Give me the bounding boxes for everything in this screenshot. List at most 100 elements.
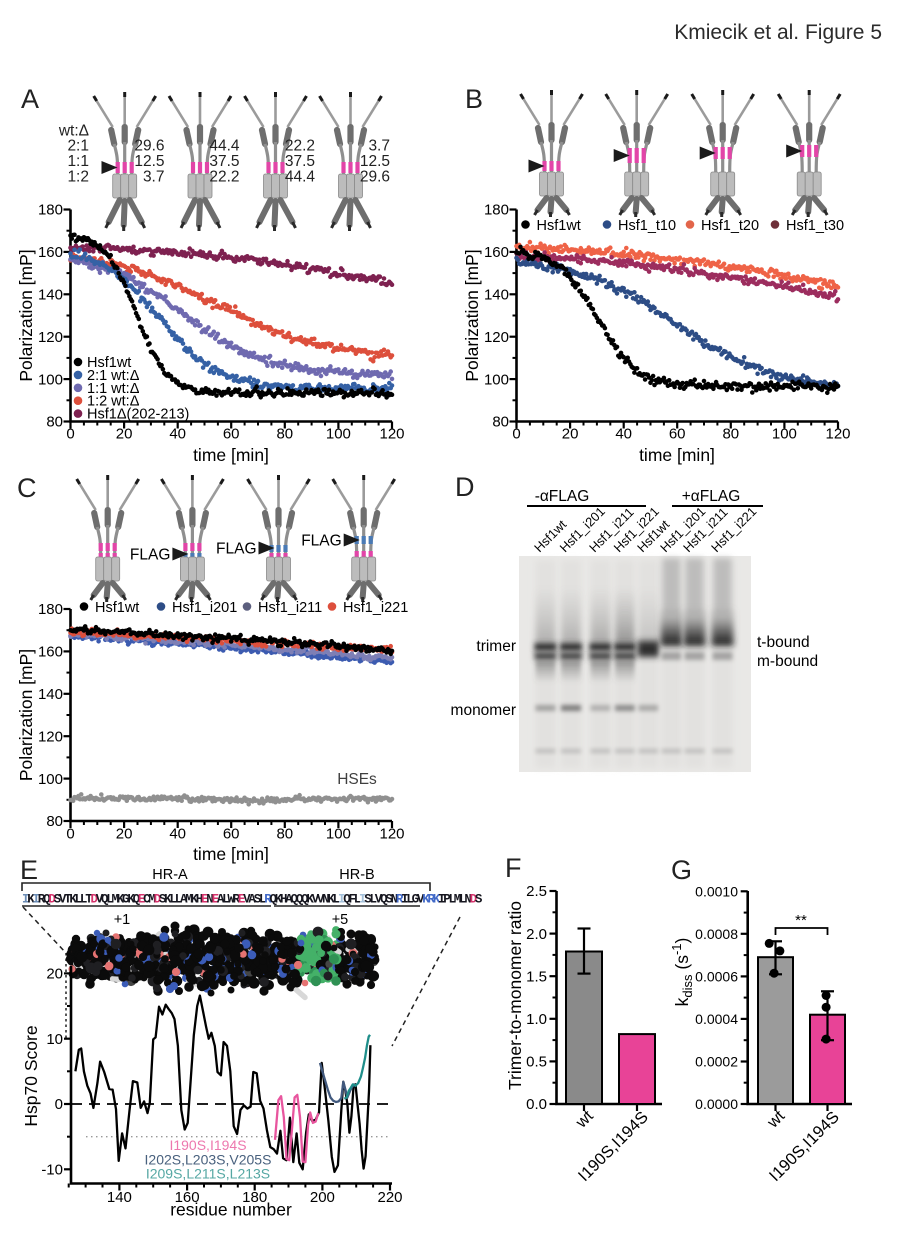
svg-text:60: 60 — [223, 426, 240, 443]
svg-text:3.7: 3.7 — [143, 169, 165, 186]
svg-text:trimer: trimer — [476, 638, 516, 655]
svg-text:140: 140 — [38, 287, 63, 304]
svg-text:A: A — [21, 84, 39, 114]
svg-text:140: 140 — [484, 287, 509, 304]
svg-text:140: 140 — [107, 1189, 132, 1206]
svg-text:29.6: 29.6 — [134, 138, 164, 155]
svg-text:1.5: 1.5 — [526, 968, 547, 985]
svg-text:0.5: 0.5 — [526, 1054, 547, 1071]
svg-text:HR-B: HR-B — [339, 867, 374, 883]
svg-text:I190S,I194S: I190S,I194S — [169, 1137, 246, 1153]
svg-text:20: 20 — [116, 426, 133, 443]
svg-text:140: 140 — [38, 686, 63, 703]
svg-text:Hsf1_t10: Hsf1_t10 — [618, 218, 676, 234]
svg-text:100: 100 — [772, 426, 797, 443]
svg-text:0: 0 — [512, 426, 520, 443]
svg-text:0.0010: 0.0010 — [695, 883, 738, 899]
svg-text:80: 80 — [722, 426, 739, 443]
svg-text:80: 80 — [492, 414, 509, 431]
svg-text:22.2: 22.2 — [285, 138, 315, 155]
svg-text:60: 60 — [669, 426, 686, 443]
svg-text:160: 160 — [175, 1189, 200, 1206]
svg-text:time [min]: time [min] — [193, 445, 269, 465]
svg-text:**: ** — [795, 912, 807, 929]
svg-text:40: 40 — [615, 426, 632, 443]
svg-text:40: 40 — [169, 826, 186, 843]
svg-text:Hsf1_i201: Hsf1_i201 — [172, 600, 237, 616]
svg-text:Trimer-to-monomer ratio: Trimer-to-monomer ratio — [505, 901, 525, 1090]
svg-text:40: 40 — [169, 426, 186, 443]
svg-text:-αFLAG: -αFLAG — [535, 488, 590, 505]
svg-text:C: C — [17, 473, 37, 503]
svg-text:E: E — [20, 855, 38, 885]
svg-text:29.6: 29.6 — [360, 169, 390, 186]
svg-text:120: 120 — [379, 826, 404, 843]
svg-text:100: 100 — [38, 771, 63, 788]
svg-text:160: 160 — [38, 244, 63, 261]
svg-text:60: 60 — [223, 826, 240, 843]
svg-text:0: 0 — [66, 426, 74, 443]
svg-text:22.2: 22.2 — [209, 169, 239, 186]
svg-text:20: 20 — [46, 966, 63, 983]
svg-text:2:1 wt:Δ: 2:1 wt:Δ — [87, 368, 140, 384]
svg-text:B: B — [465, 84, 483, 114]
svg-text:Hsf1_i211: Hsf1_i211 — [258, 600, 322, 616]
svg-text:Hsf1wt: Hsf1wt — [537, 218, 581, 234]
svg-text:12.5: 12.5 — [134, 153, 164, 170]
svg-text:Hsf1wt: Hsf1wt — [95, 600, 139, 616]
svg-text:44.4: 44.4 — [285, 169, 316, 186]
svg-text:180: 180 — [484, 202, 509, 219]
svg-text:80: 80 — [276, 826, 293, 843]
svg-text:HR-A: HR-A — [152, 867, 188, 883]
svg-text:Polarization [mP]: Polarization [mP] — [16, 649, 36, 781]
svg-text:D: D — [455, 472, 475, 502]
svg-text:Hsp70 Score: Hsp70 Score — [21, 1025, 41, 1126]
svg-text:10: 10 — [46, 1031, 63, 1048]
svg-text:180: 180 — [38, 601, 63, 618]
svg-text:160: 160 — [484, 244, 509, 261]
svg-text:1:2: 1:2 — [67, 169, 89, 186]
svg-text:m-bound: m-bound — [757, 653, 818, 670]
svg-text:Hsf1_t30: Hsf1_t30 — [786, 218, 844, 234]
svg-text:1.0: 1.0 — [526, 1011, 547, 1028]
svg-text:0.0000: 0.0000 — [695, 1096, 738, 1112]
svg-text:+5: +5 — [332, 912, 349, 928]
svg-text:120: 120 — [825, 426, 850, 443]
svg-text:44.4: 44.4 — [209, 138, 240, 155]
svg-text:FLAG: FLAG — [130, 547, 170, 564]
svg-text:100: 100 — [326, 426, 351, 443]
svg-text:2.0: 2.0 — [526, 926, 547, 943]
svg-text:+1: +1 — [114, 912, 131, 928]
svg-text:residue number: residue number — [170, 1200, 292, 1220]
svg-text:200: 200 — [310, 1189, 335, 1206]
svg-text:time [min]: time [min] — [639, 445, 715, 465]
svg-text:20: 20 — [116, 826, 133, 843]
svg-text:180: 180 — [38, 202, 63, 219]
svg-text:FLAG: FLAG — [216, 541, 256, 558]
svg-text:t-bound: t-bound — [757, 634, 810, 651]
svg-text:FLAG: FLAG — [301, 533, 341, 550]
svg-text:37.5: 37.5 — [209, 153, 239, 170]
svg-text:0.0006: 0.0006 — [695, 968, 738, 984]
svg-text:monomer: monomer — [451, 702, 516, 719]
svg-text:37.5: 37.5 — [285, 153, 315, 170]
svg-text:0.0: 0.0 — [526, 1096, 547, 1113]
svg-text:120: 120 — [484, 329, 509, 346]
svg-text:Hsf1Δ(202-213): Hsf1Δ(202-213) — [87, 407, 189, 423]
svg-text:I202S,L203S,V205S: I202S,L203S,V205S — [145, 1152, 272, 1168]
svg-text:time [min]: time [min] — [193, 844, 269, 864]
svg-text:0.0004: 0.0004 — [695, 1011, 738, 1027]
svg-text:12.5: 12.5 — [360, 153, 390, 170]
svg-text:80: 80 — [46, 414, 63, 431]
svg-text:2.5: 2.5 — [526, 883, 547, 900]
svg-text:Hsf1_i221: Hsf1_i221 — [343, 600, 408, 616]
svg-text:120: 120 — [38, 329, 63, 346]
svg-text:0: 0 — [66, 826, 74, 843]
svg-text:I209S,L211S,L213S: I209S,L211S,L213S — [146, 1166, 270, 1182]
svg-text:80: 80 — [46, 813, 63, 830]
svg-text:0.0002: 0.0002 — [695, 1054, 738, 1070]
svg-text:120: 120 — [379, 426, 404, 443]
svg-text:-10: -10 — [41, 1162, 63, 1179]
svg-text:100: 100 — [484, 371, 509, 388]
svg-text:HSEs: HSEs — [337, 771, 377, 788]
